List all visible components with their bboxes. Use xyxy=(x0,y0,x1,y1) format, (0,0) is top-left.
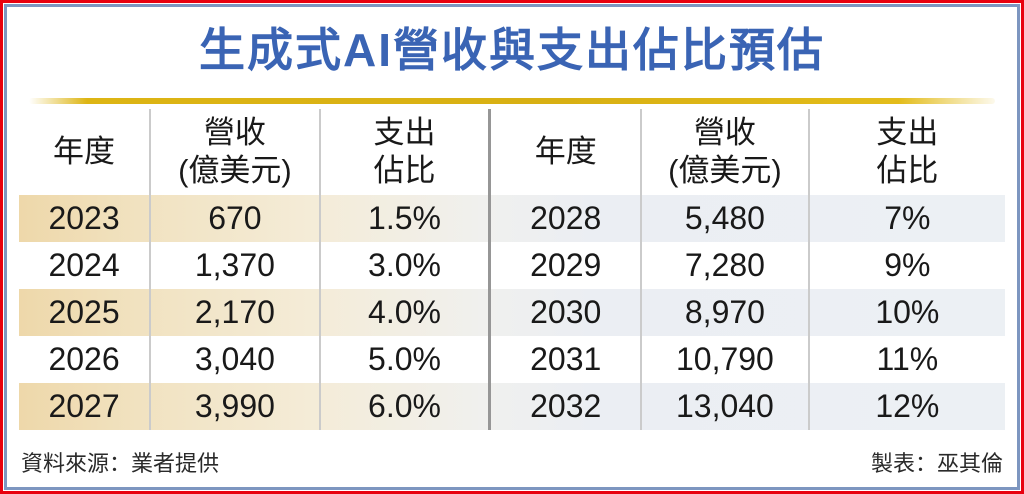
year-cell: 2032 xyxy=(488,383,643,430)
revenue-cell: 13,040 xyxy=(642,383,810,430)
header-label: (億美元) xyxy=(668,153,782,188)
revenue-cell: 10,790 xyxy=(642,336,810,383)
year-cell: 2031 xyxy=(488,336,643,383)
revenue-cell: 3,040 xyxy=(151,336,321,383)
ratio-cell: 12% xyxy=(875,388,940,424)
header-label: 營收 xyxy=(693,115,756,150)
table-row: 2027 3,990 6.0% 2032 13,040 12% xyxy=(19,383,1005,430)
header-ratio-left: 支出 佔比 xyxy=(321,109,489,195)
table-header-row: 年度 營收 (億美元) 支出 佔比 年度 營收 (億美元) xyxy=(19,109,1005,195)
table-row: 2023 670 1.5% 2028 5,480 7% xyxy=(19,195,1005,242)
revenue-cell: 3,990 xyxy=(151,383,321,430)
header-revenue-right: 營收 (億美元) xyxy=(642,109,810,195)
ratio-cell: 4.0% xyxy=(368,294,441,330)
year-cell: 2027 xyxy=(19,383,152,430)
header-label: 支出 xyxy=(876,115,939,150)
header-label: 年度 xyxy=(534,134,597,169)
data-table: 年度 營收 (億美元) 支出 佔比 年度 營收 (億美元) xyxy=(19,109,1005,430)
infographic-inner: 生成式AI營收與支出佔比預估 年度 營收 (億美元) 支出 佔比 年度 xyxy=(4,4,1020,490)
ratio-cell: 5.0% xyxy=(368,341,441,377)
header-year-left: 年度 xyxy=(19,109,152,195)
year-cell: 2028 xyxy=(488,195,643,242)
ratio-cell: 1.5% xyxy=(368,200,441,236)
gold-divider-rule xyxy=(29,98,995,104)
header-revenue-left: 營收 (億美元) xyxy=(151,109,321,195)
year-cell: 2030 xyxy=(488,289,643,336)
ratio-cell: 7% xyxy=(884,200,931,236)
page-title: 生成式AI營收與支出佔比預估 xyxy=(199,24,825,76)
revenue-cell: 8,970 xyxy=(642,289,810,336)
revenue-cell: 7,280 xyxy=(642,242,810,289)
table-row: 2024 1,370 3.0% 2029 7,280 9% xyxy=(19,242,1005,289)
year-cell: 2026 xyxy=(19,336,152,383)
footer: 資料來源：業者提供 製表：巫其倫 xyxy=(19,439,1005,487)
table-row: 2026 3,040 5.0% 2031 10,790 11% xyxy=(19,336,1005,383)
header-label: (億美元) xyxy=(178,153,292,188)
credit-note: 製表：巫其倫 xyxy=(870,451,1003,476)
source-note: 資料來源：業者提供 xyxy=(21,451,220,476)
header-year-right: 年度 xyxy=(488,109,643,195)
header-label: 佔比 xyxy=(373,153,436,188)
revenue-cell: 670 xyxy=(151,195,321,242)
ratio-cell: 10% xyxy=(875,294,940,330)
ratio-cell: 3.0% xyxy=(368,247,441,283)
ratio-cell: 9% xyxy=(884,247,931,283)
revenue-cell: 2,170 xyxy=(151,289,321,336)
ratio-cell: 11% xyxy=(876,341,939,377)
ratio-cell: 6.0% xyxy=(368,388,441,424)
revenue-cell: 1,370 xyxy=(151,242,321,289)
year-cell: 2023 xyxy=(19,195,152,242)
year-cell: 2024 xyxy=(19,242,152,289)
header-label: 年度 xyxy=(53,134,116,169)
year-cell: 2029 xyxy=(488,242,643,289)
header-label: 佔比 xyxy=(876,153,939,188)
header-ratio-right: 支出 佔比 xyxy=(810,109,1005,195)
revenue-cell: 5,480 xyxy=(642,195,810,242)
table-row: 2025 2,170 4.0% 2030 8,970 10% xyxy=(19,289,1005,336)
header-label: 支出 xyxy=(373,115,436,150)
header-label: 營收 xyxy=(203,115,266,150)
year-cell: 2025 xyxy=(19,289,152,336)
